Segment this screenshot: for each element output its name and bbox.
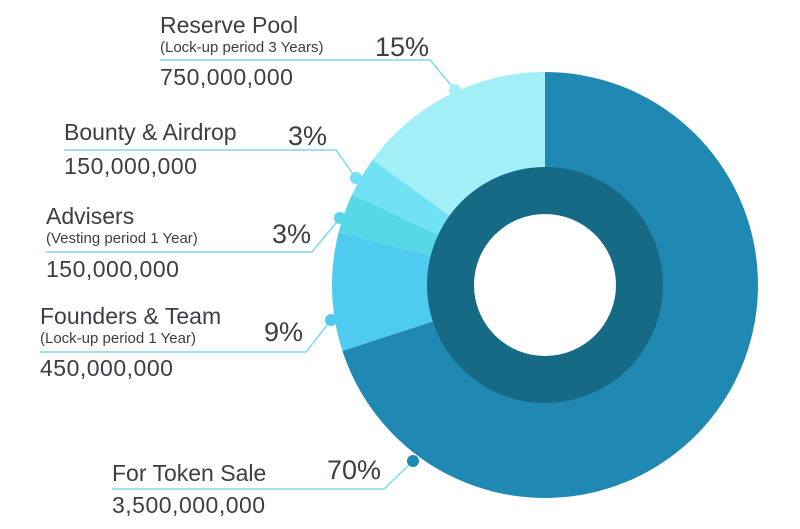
bounty-airdrop-name: Bounty & Airdrop	[64, 119, 237, 145]
leader-line-founders-team	[40, 319, 332, 353]
founders-team-note: (Lock-up period 1 Year)	[40, 330, 196, 347]
reserve-pool-name: Reserve Pool	[160, 12, 299, 38]
advisers-amount: 150,000,000	[46, 256, 180, 282]
reserve-pool-amount: 750,000,000	[160, 64, 294, 90]
advisers-name: Advisers	[46, 203, 135, 229]
leader-line-bounty-airdrop	[64, 149, 357, 179]
reserve-pool-percent: 15%	[375, 32, 430, 62]
token-sale-amount: 3,500,000,000	[112, 492, 266, 518]
bounty-airdrop-percent: 3%	[288, 121, 328, 151]
founders-team-percent: 9%	[264, 317, 304, 347]
bounty-airdrop-amount: 150,000,000	[64, 153, 198, 179]
reserve-pool-note: (Lock-up period 3 Years)	[160, 39, 324, 56]
leader-line-advisers	[46, 217, 341, 253]
leader-dot-reserve-pool	[449, 84, 461, 96]
leader-line-reserve-pool	[160, 59, 456, 91]
leader-dot-bounty-airdrop	[350, 172, 362, 184]
donut-hole	[474, 214, 616, 356]
leader-dot-founders-team	[325, 314, 337, 326]
founders-team-amount: 450,000,000	[40, 355, 174, 381]
founders-team-name: Founders & Team	[40, 303, 222, 329]
leader-line-token-sale	[112, 460, 414, 490]
leader-dot-advisers	[334, 212, 346, 224]
advisers-percent: 3%	[272, 219, 312, 249]
leader-dot-token-sale	[407, 455, 419, 467]
advisers-note: (Vesting period 1 Year)	[46, 230, 198, 247]
token-sale-percent: 70%	[327, 455, 382, 485]
token-sale-name: For Token Sale	[112, 460, 267, 486]
